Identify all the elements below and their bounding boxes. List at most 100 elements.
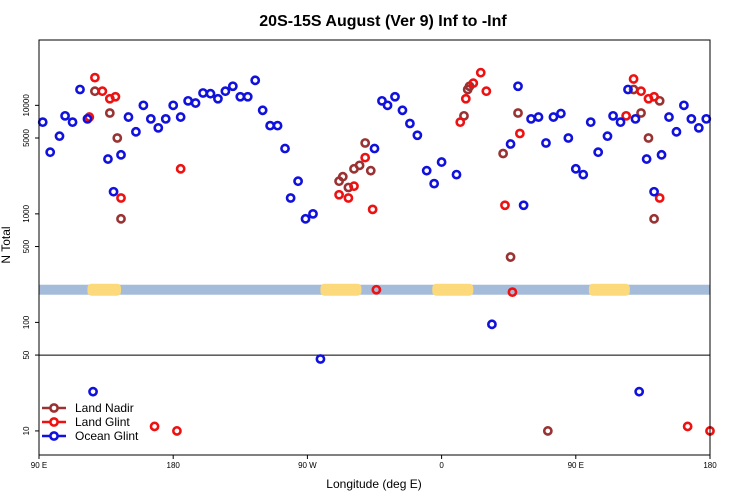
ocean-glint-point (630, 113, 641, 124)
ocean-glint-point (103, 154, 113, 164)
land-glint-point (500, 200, 510, 211)
land-glint-point (455, 117, 466, 128)
land-nadir-point (90, 86, 100, 97)
x-tick-label: 90 W (298, 461, 317, 470)
ocean-glint-point (250, 75, 261, 86)
land-glint-point (475, 67, 486, 78)
ocean-glint-point (235, 91, 246, 102)
ocean-glint-point (300, 213, 311, 224)
ocean-glint-point (369, 143, 380, 154)
ocean-glint-point (623, 84, 633, 95)
land-nadir-point (498, 148, 509, 159)
ocean-glint-point (227, 81, 238, 92)
ocean-glint-point (205, 88, 216, 99)
land-glint-point (371, 284, 382, 295)
ocean-glint-point (67, 117, 78, 128)
y-axis-label: N Total (0, 226, 13, 263)
ocean-glint-point (108, 186, 119, 197)
ocean-glint-point (526, 113, 536, 124)
land-nadir-point (354, 160, 365, 171)
ocean-glint-point (570, 163, 581, 174)
ocean-glint-point (190, 98, 201, 108)
ocean-glint-point (377, 95, 387, 106)
land-nadir-point (112, 133, 123, 143)
ocean-glint-point (293, 176, 303, 187)
ocean-glint-point (315, 354, 326, 364)
ocean-glint-point (505, 139, 516, 149)
ocean-glint-point (285, 193, 296, 203)
land-nadir-point (513, 108, 523, 118)
legend-label: Land Glint (75, 415, 130, 429)
x-tick-label: 180 (703, 461, 717, 470)
ocean-glint-point (198, 88, 208, 98)
y-tick-label: 1000 (22, 204, 31, 222)
ocean-glint-point (541, 138, 551, 148)
land-glint-point (110, 91, 121, 102)
land-glint-point (172, 426, 182, 436)
ocean-glint-point (664, 112, 674, 122)
y-tick-label: 5000 (22, 129, 31, 147)
land-band-segment (87, 283, 122, 296)
ocean-glint-point (641, 154, 652, 164)
ocean-glint-point (308, 208, 318, 219)
ocean-glint-point (656, 149, 667, 160)
ocean-glint-point (116, 149, 126, 160)
ocean-glint-point (272, 120, 283, 131)
legend-marker (49, 417, 59, 427)
land-glint-point (149, 421, 160, 432)
ocean-glint-point (37, 117, 48, 128)
land-nadir-point (649, 213, 659, 224)
land-glint-point (349, 181, 359, 192)
ocean-glint-point (671, 126, 682, 137)
land-glint-point (460, 93, 471, 104)
ocean-glint-point (160, 113, 171, 124)
ocean-glint-point (153, 122, 164, 133)
land-nadir-point (104, 108, 115, 118)
ocean-glint-point (686, 113, 697, 124)
y-tick-label: 100 (22, 315, 31, 329)
x-tick-label: 90 E (31, 461, 47, 470)
ocean-glint-point (131, 126, 141, 137)
ocean-glint-point (82, 113, 93, 124)
ocean-glint-point (145, 113, 156, 124)
land-nadir-point (643, 133, 654, 143)
ocean-glint-point (213, 93, 223, 104)
ocean-glint-point (280, 143, 290, 154)
ocean-glint-point (555, 108, 566, 119)
ocean-glint-point (436, 157, 447, 167)
ocean-glint-point (548, 112, 559, 122)
axis-ticks: 90 E 180 90 W 0 90 E 180 10 50 100 500 1000 5000 100… (22, 94, 717, 470)
land-glint-point (507, 287, 518, 298)
legend-label: Land Nadir (75, 401, 134, 415)
ocean-glint-point (60, 110, 70, 121)
land-glint-point (175, 163, 186, 174)
land-ocean-band (39, 283, 710, 296)
ocean-glint-point (265, 120, 276, 131)
land-nadir-point (343, 182, 354, 193)
land-band-segment (432, 283, 474, 296)
y-tick-label: 10000 (22, 94, 31, 117)
ocean-glint-point (242, 91, 253, 102)
ocean-glint-point (649, 186, 659, 197)
ocean-glint-point (608, 110, 618, 121)
ocean-glint-point (679, 100, 689, 111)
ocean-glint-point (45, 147, 56, 158)
ocean-glint-point (88, 386, 98, 397)
ocean-glint-point (578, 169, 589, 180)
ocean-glint-point (138, 100, 149, 111)
land-glint-point (97, 86, 108, 97)
ocean-glint-point (602, 131, 613, 142)
land-glint-point (90, 72, 100, 83)
y-tick-label: 10 (22, 426, 31, 435)
x-axis-label: Longitude (deg E) (326, 477, 421, 491)
ocean-glint-point (183, 95, 194, 106)
ocean-glint-point (75, 84, 85, 95)
land-nadir-point (116, 213, 126, 224)
ocean-glint-point (220, 86, 231, 97)
data-points (37, 67, 715, 436)
x-tick-label: 180 (167, 461, 181, 470)
land-glint-point (514, 128, 525, 139)
land-nadir-point (636, 108, 646, 118)
land-glint-point (621, 110, 632, 121)
